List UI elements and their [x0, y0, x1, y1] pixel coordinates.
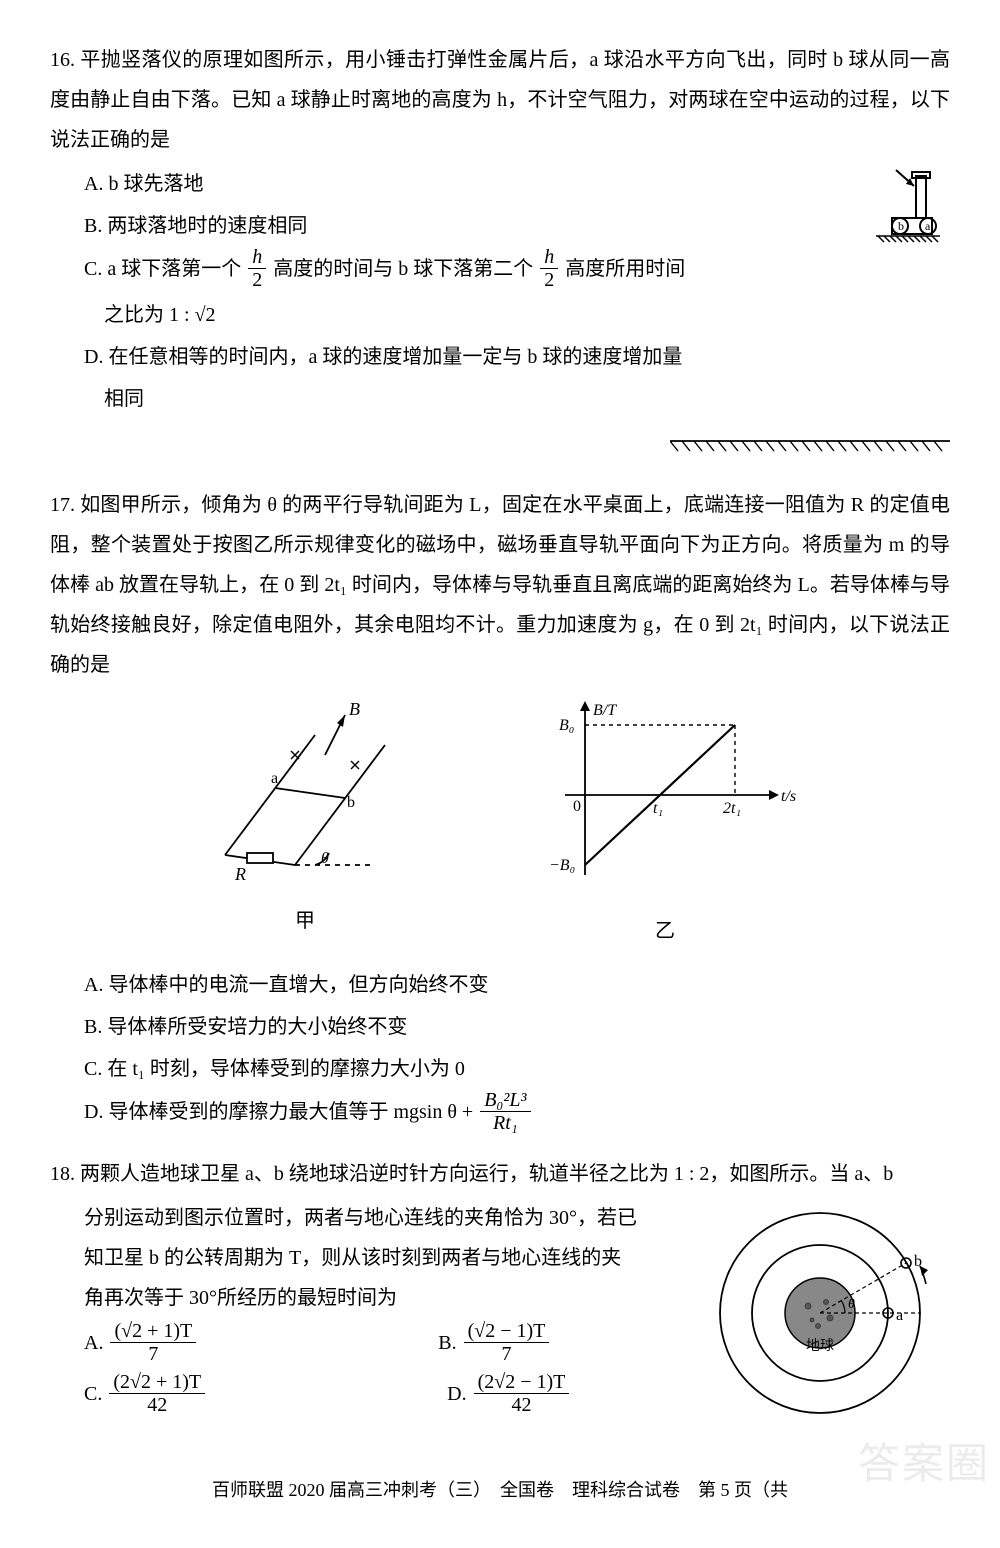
q16-opt-d: D. 在任意相等的时间内，a 球的速度增加量一定与 b 球的速度增加量 [84, 337, 950, 377]
q18-text-l1: 两颗人造地球卫星 a、b 绕地球沿逆时针方向运行，轨道半径之比为 1 : 2，如… [80, 1163, 893, 1185]
q18-opt-c: C. (2√2 + 1)T 42 [84, 1373, 207, 1418]
y-axis-arrow-icon [580, 701, 590, 711]
q18-opt-d: D. (2√2 − 1)T 42 [447, 1373, 571, 1418]
q17-figures: B a b R θ 甲 [50, 695, 950, 951]
q17-rail-figure: B a b R θ 甲 [195, 695, 415, 951]
q18-c-den: 42 [109, 1394, 205, 1416]
q18-a-frac: (√2 + 1)T 7 [110, 1320, 196, 1365]
q16-apparatus-figure: b a [820, 164, 950, 298]
r-label: R [234, 864, 246, 884]
b-label: B [349, 699, 360, 719]
fraction-h-over-2-b: h 2 [540, 246, 558, 291]
q18-c-pre: C. [84, 1383, 107, 1405]
dashed-guides-icon [585, 725, 735, 795]
b-rod-label: b [347, 794, 355, 811]
q18-b-frac: (√2 − 1)T 7 [464, 1320, 550, 1365]
q16-c-pre: C. a 球下落第一个 [84, 258, 246, 280]
q16-stem: 16. 平抛竖落仪的原理如图所示，用小锤击打弹性金属片后，a 球沿水平方向飞出，… [50, 40, 950, 160]
q17-d-num: B₀²L³ [480, 1089, 530, 1112]
ball-a-label: a [925, 219, 931, 233]
q17-number: 17. [50, 494, 75, 516]
q18-d-den: 42 [474, 1394, 570, 1416]
theta-label: θ [321, 850, 329, 867]
q17-opt-a: A. 导体棒中的电流一直增大，但方向始终不变 [84, 965, 950, 1005]
sat-a-label: a [896, 1307, 903, 1324]
rails-icon [225, 735, 385, 865]
q16-opt-c-tail: 之比为 1 : √2 [84, 295, 950, 335]
q17-opt-d: D. 导体棒受到的摩擦力最大值等于 mgsin θ + B₀²L³ Rt₁ [84, 1091, 950, 1136]
q17-d-pre: D. 导体棒受到的摩擦力最大值等于 mgsin θ + [84, 1101, 478, 1123]
q16-c-post: 高度所用时间 [565, 258, 685, 280]
a-label: a [271, 770, 278, 787]
q17-d-den: Rt₁ [480, 1112, 530, 1134]
frac-den-2: 2 [540, 269, 558, 291]
b-field-arrowhead-icon [337, 715, 345, 727]
q16-c-tail-pre: 之比为 1 : [104, 304, 195, 326]
q18-a-den: 7 [110, 1343, 196, 1365]
q16-number: 16. [50, 49, 75, 71]
q18-b-den: 7 [464, 1343, 550, 1365]
question-16: 16. 平抛竖落仪的原理如图所示，用小锤击打弹性金属片后，a 球沿水平方向飞出，… [50, 40, 950, 467]
q18-a-num: (√2 + 1)T [110, 1320, 196, 1343]
q18-b-num: (√2 − 1)T [464, 1320, 550, 1343]
q18-stem-l1: 18. 两颗人造地球卫星 a、b 绕地球沿逆时针方向运行，轨道半径之比为 1 :… [50, 1154, 950, 1194]
ground-hatch [50, 427, 950, 467]
wall-hatch-icon [876, 236, 940, 242]
fraction-h-over-2: h 2 [248, 246, 266, 291]
question-17: 17. 如图甲所示，倾角为 θ 的两平行导轨间距为 L，固定在水平桌面上，底端连… [50, 485, 950, 1136]
q17-opt-c: C. 在 t₁ 时刻，导体棒受到的摩擦力大小为 0 [84, 1049, 950, 1089]
q18-number: 18. [50, 1163, 75, 1185]
q18-b-pre: B. [438, 1332, 461, 1354]
frac-den: 2 [248, 269, 266, 291]
ball-b-label: b [898, 219, 904, 233]
y-axis-label: B/T [593, 702, 617, 719]
b0-pos-label: B₀ [559, 717, 574, 734]
page-footer: 百师联盟 2020 届高三冲刺考（三） 全国卷 理科综合试卷 第 5 页（共 [50, 1472, 950, 1508]
q18-opt-a: A. (√2 + 1)T 7 [84, 1322, 198, 1367]
question-18: 18. 两颗人造地球卫星 a、b 绕地球沿逆时针方向运行，轨道半径之比为 1 :… [50, 1154, 950, 1442]
q16-opt-d-tail: 相同 [84, 379, 950, 419]
q18-d-pre: D. [447, 1383, 471, 1405]
q18-orbit-figure: 地球 θ a b [700, 1198, 950, 1442]
q16-options: A. b 球先落地 B. 两球落地时的速度相同 C. a 球下落第一个 h 2 … [50, 164, 950, 419]
q16-text: 平抛竖落仪的原理如图所示，用小锤击打弹性金属片后，a 球沿水平方向飞出，同时 b… [50, 49, 950, 151]
sqrt2: √2 [195, 304, 216, 326]
earth-label: 地球 [806, 1338, 834, 1354]
q18-d-frac: (2√2 − 1)T 42 [474, 1371, 570, 1416]
q17-graph-figure: B/T t/s B₀ −B₀ 0 t₁ 2t₁ 乙 [525, 695, 805, 951]
q17-stem: 17. 如图甲所示，倾角为 θ 的两平行导轨间距为 L，固定在水平桌面上，底端连… [50, 485, 950, 685]
t1-label: t₁ [653, 800, 663, 817]
q17-d-frac: B₀²L³ Rt₁ [480, 1089, 530, 1134]
q18-c-num: (2√2 + 1)T [109, 1371, 205, 1394]
b0-neg-label: −B₀ [549, 857, 575, 874]
x-axis-arrow-icon [769, 790, 779, 800]
q17-opt-b: B. 导体棒所受安培力的大小始终不变 [84, 1007, 950, 1047]
frac-num-2: h [540, 246, 558, 269]
q17-cap-2: 乙 [525, 911, 805, 951]
q18-d-num: (2√2 − 1)T [474, 1371, 570, 1394]
2t1-label: 2t₁ [723, 800, 741, 817]
q18-a-pre: A. [84, 1332, 108, 1354]
q18-opt-b: B. (√2 − 1)T 7 [438, 1322, 551, 1367]
x-axis-label: t/s [781, 788, 796, 805]
q17-cap-1: 甲 [195, 901, 415, 941]
q17-options: A. 导体棒中的电流一直增大，但方向始终不变 B. 导体棒所受安培力的大小始终不… [50, 965, 950, 1136]
q18-c-frac: (2√2 + 1)T 42 [109, 1371, 205, 1416]
q17-text: 如图甲所示，倾角为 θ 的两平行导轨间距为 L，固定在水平桌面上，底端连接一阻值… [50, 494, 950, 676]
angle-label: θ [848, 1297, 855, 1312]
frac-num: h [248, 246, 266, 269]
post-icon [916, 176, 926, 218]
q16-c-mid: 高度的时间与 b 球下落第二个 [273, 258, 538, 280]
origin-label: 0 [573, 798, 581, 815]
